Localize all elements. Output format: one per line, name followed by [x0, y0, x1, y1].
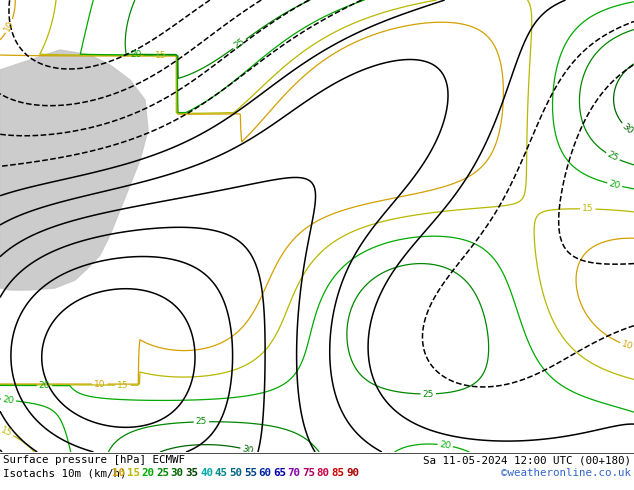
- Text: 25: 25: [423, 390, 434, 398]
- Text: 10: 10: [3, 19, 16, 33]
- Text: 70: 70: [288, 468, 301, 478]
- Text: 15: 15: [155, 51, 167, 60]
- Text: 20: 20: [439, 440, 451, 451]
- Text: 65: 65: [273, 468, 286, 478]
- Text: 15: 15: [582, 204, 593, 214]
- Text: 75: 75: [302, 468, 315, 478]
- Text: 15: 15: [117, 381, 129, 390]
- Text: 50: 50: [230, 468, 242, 478]
- Text: Sa 11-05-2024 12:00 UTC (00+180): Sa 11-05-2024 12:00 UTC (00+180): [423, 455, 631, 465]
- Text: 15: 15: [0, 426, 13, 439]
- Text: ©weatheronline.co.uk: ©weatheronline.co.uk: [501, 468, 631, 478]
- Text: 20: 20: [141, 468, 155, 478]
- Text: 20: 20: [3, 395, 15, 405]
- Text: 90: 90: [346, 468, 359, 478]
- Text: 35: 35: [186, 468, 198, 478]
- Text: 80: 80: [317, 468, 330, 478]
- Text: 20: 20: [130, 50, 141, 59]
- Text: 55: 55: [244, 468, 257, 478]
- Text: 40: 40: [200, 468, 213, 478]
- Text: 30: 30: [620, 122, 634, 136]
- Text: 10: 10: [112, 468, 126, 478]
- Text: 60: 60: [259, 468, 271, 478]
- Text: 20: 20: [608, 179, 621, 191]
- Text: 30: 30: [171, 468, 184, 478]
- Text: 10: 10: [621, 340, 634, 352]
- Text: 25: 25: [232, 37, 247, 51]
- Text: 15: 15: [127, 468, 140, 478]
- Text: Surface pressure [hPa] ECMWF: Surface pressure [hPa] ECMWF: [3, 455, 185, 465]
- Text: 25: 25: [196, 417, 207, 426]
- Text: 25: 25: [156, 468, 169, 478]
- Text: Isotachs 10m (km/h): Isotachs 10m (km/h): [3, 468, 127, 478]
- Polygon shape: [0, 50, 148, 290]
- Text: 25: 25: [605, 150, 620, 163]
- Text: 85: 85: [332, 468, 344, 478]
- Text: 45: 45: [215, 468, 228, 478]
- Text: 20: 20: [39, 381, 50, 390]
- Text: 30: 30: [242, 444, 255, 456]
- Text: 10: 10: [94, 380, 105, 389]
